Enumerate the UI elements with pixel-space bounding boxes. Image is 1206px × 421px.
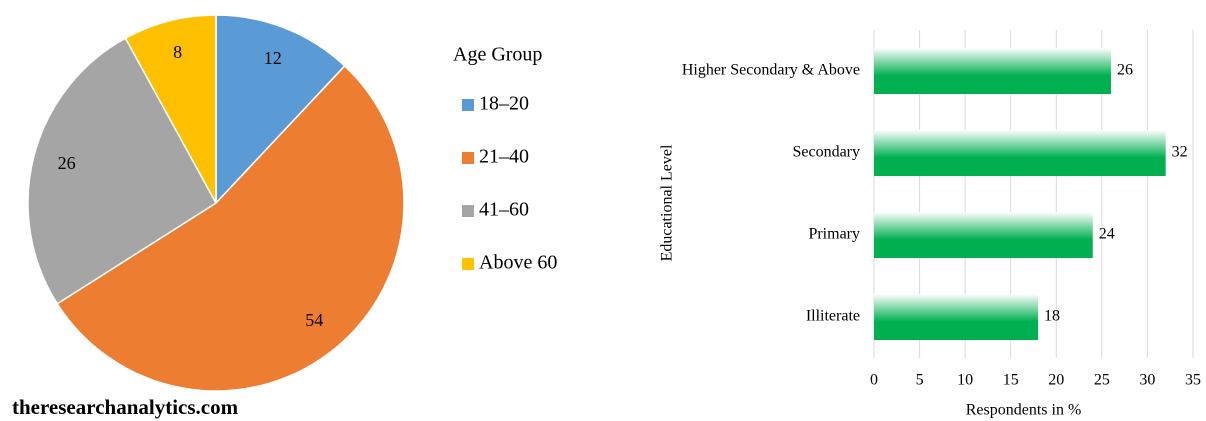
y-tick-label: Primary bbox=[808, 226, 860, 243]
bar bbox=[874, 212, 1093, 258]
legend-label: 18–20 bbox=[479, 93, 529, 115]
x-tick-label: 5 bbox=[916, 372, 924, 389]
data-label: 24 bbox=[1099, 226, 1115, 243]
x-tick-label: 35 bbox=[1185, 372, 1201, 389]
x-tick-label: 10 bbox=[957, 372, 973, 389]
legend-label: Above 60 bbox=[479, 252, 557, 274]
data-label: 26 bbox=[1117, 62, 1133, 79]
data-label: 12 bbox=[264, 48, 282, 68]
legend-title: Age Group bbox=[453, 44, 542, 66]
bar bbox=[874, 294, 1039, 340]
x-tick-label: 25 bbox=[1094, 372, 1110, 389]
legend-swatch bbox=[462, 152, 474, 164]
x-tick-label: 15 bbox=[1003, 372, 1019, 389]
legend-label: 21–40 bbox=[479, 146, 529, 168]
data-label: 54 bbox=[305, 310, 323, 330]
y-tick-label: Secondary bbox=[792, 144, 860, 161]
legend-swatch bbox=[462, 99, 474, 111]
pie-slice bbox=[56, 64, 405, 392]
y-axis-label: Educational Level bbox=[659, 144, 676, 261]
data-label: 18 bbox=[1044, 308, 1060, 325]
legend-label: 41–60 bbox=[479, 199, 529, 221]
legend-swatch bbox=[462, 258, 474, 270]
bar bbox=[874, 130, 1166, 176]
data-label: 8 bbox=[173, 42, 182, 62]
y-tick-label: Higher Secondary & Above bbox=[682, 62, 860, 79]
pie-slice bbox=[124, 14, 217, 204]
data-label: 26 bbox=[58, 153, 76, 173]
bar bbox=[874, 48, 1111, 94]
x-axis-label: Respondents in % bbox=[966, 402, 1082, 419]
pie-slice bbox=[27, 37, 217, 305]
watermark: theresearchanalytics.com bbox=[12, 395, 239, 419]
y-tick-label: Illiterate bbox=[806, 308, 860, 325]
x-tick-label: 0 bbox=[870, 372, 878, 389]
x-tick-label: 30 bbox=[1139, 372, 1155, 389]
legend-swatch bbox=[462, 205, 474, 217]
pie-slice bbox=[215, 14, 346, 205]
data-label: 32 bbox=[1172, 144, 1188, 161]
x-tick-label: 20 bbox=[1048, 372, 1064, 389]
